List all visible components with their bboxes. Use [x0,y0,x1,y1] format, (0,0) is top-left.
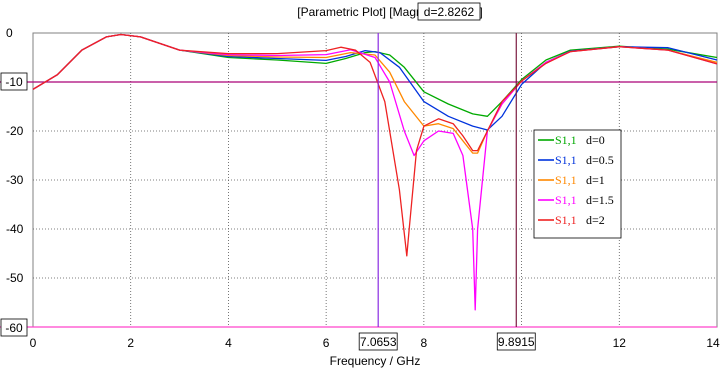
parameter-label-box [417,2,481,21]
threshold-line-group: -10 -60 [0,72,717,337]
legend-entry: d=0.5 [586,153,614,167]
y-tick-label: -30 [6,173,24,187]
frequency-marker-label-box [496,332,536,351]
legend: S1,1 d=0 S1,1 d=0.5 S1,1 d=1 S1,1 d=1.5 S1,1 d=2 [533,129,622,239]
legend-box [533,129,622,239]
x-tick-label: 2 [127,336,134,350]
legend-prefix: S1,1 [555,153,577,167]
legend-entry: d=0 [586,133,605,147]
legend-entry: d=1 [586,173,605,187]
frequency-marker-label-text: 9.8915 [498,335,535,349]
frequency-marker-label-text: 7.0653 [360,335,397,349]
threshold-label: -10 [0,72,28,91]
frequency-marker-label: 7.0653 [358,332,398,351]
y-tick-label: -40 [6,222,24,236]
legend-prefix: S1,1 [555,173,577,187]
y-tick-label: -20 [6,124,24,138]
legend-entry: d=1.5 [586,193,614,207]
bottom-limit-label-box [0,318,28,337]
threshold-label-box [0,72,28,91]
y-tick-label: 0 [6,26,13,40]
legend-prefix: S1,1 [555,193,577,207]
x-tick-label: 12 [613,336,627,350]
y-tick-label: -50 [6,271,24,285]
x-tick-label: 0 [30,336,37,350]
frequency-marker-label-box [358,332,398,351]
threshold-label-text: -10 [5,75,23,89]
x-axis-label: Frequency / GHz [330,354,421,368]
frequency-markers[interactable]: 7.0653 9.8915 [358,33,536,351]
legend-prefix: S1,1 [555,133,577,147]
parameter-label: d=2.8262 [417,2,481,21]
x-tick-label: 14 [706,336,720,350]
x-tick-label: 8 [421,336,428,350]
legend-entry: d=2 [586,213,605,227]
parameter-label-text: d=2.8262 [424,5,475,19]
series-lines [32,33,718,311]
bottom-limit-label: -60 [0,318,28,337]
x-tick-label: 6 [323,336,330,350]
bottom-limit-label-text: -60 [5,321,23,335]
series-line-4 [32,33,718,257]
x-tick-label: 4 [225,336,232,350]
y-tick-labels: 0 -20 -30 -40 -50 [6,26,24,285]
frequency-marker-label: 9.8915 [496,332,536,351]
parameter-readout: d=2.8262 [417,2,481,21]
legend-prefix: S1,1 [555,213,577,227]
